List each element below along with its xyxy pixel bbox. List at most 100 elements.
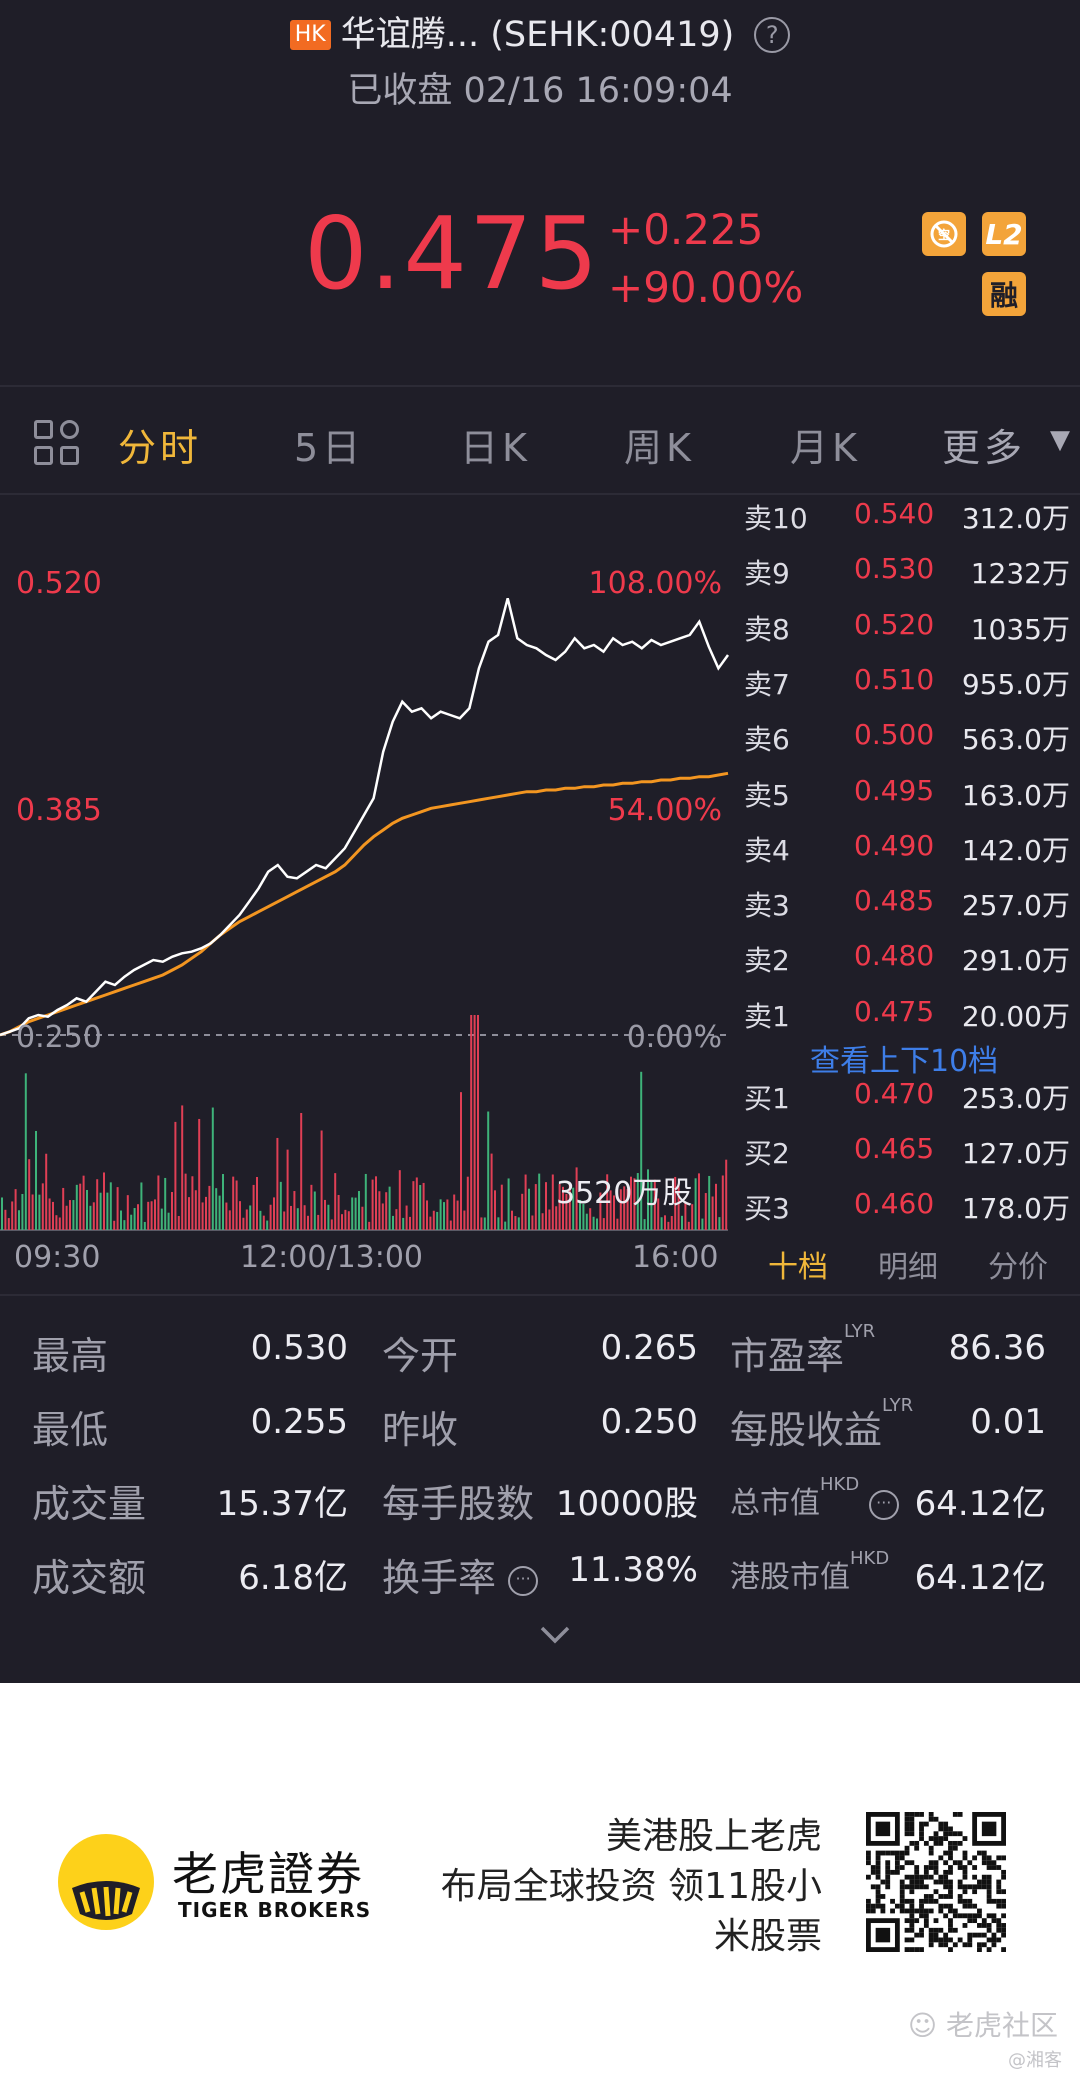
tab-intraday[interactable]: 分时 <box>118 426 203 470</box>
subtab-10-levels[interactable]: 十档 <box>768 1250 828 1285</box>
qr-module <box>972 1889 978 1895</box>
margin-badge[interactable]: 融 <box>982 272 1026 316</box>
volume-bar <box>419 1185 422 1230</box>
volume-bar <box>456 1200 459 1230</box>
qr-module <box>933 1927 939 1933</box>
ask-level-4[interactable]: 卖7 0.510 955.0万 <box>744 663 1080 703</box>
expand-chevron-icon[interactable] <box>538 1624 572 1646</box>
qr-module <box>981 1860 987 1866</box>
qr-module <box>904 1947 910 1952</box>
qr-module <box>986 1879 992 1885</box>
stat-value-low: 0.255 <box>250 1402 348 1442</box>
qr-module <box>866 1874 871 1880</box>
ask-level-6[interactable]: 卖5 0.495 163.0万 <box>744 774 1080 814</box>
tab-more[interactable]: 更多 <box>942 426 1027 470</box>
volume-bar <box>14 1189 17 1230</box>
ask-level-7[interactable]: 卖4 0.490 142.0万 <box>744 829 1080 869</box>
qr-module <box>933 1889 939 1895</box>
volume-bar <box>579 1199 581 1230</box>
qr-module <box>899 1889 905 1895</box>
volume-bar <box>103 1172 105 1230</box>
subtab-detail[interactable]: 明细 <box>878 1250 938 1285</box>
qr-module <box>909 1821 915 1827</box>
qr-module <box>880 1850 886 1856</box>
ask-level-3[interactable]: 卖8 0.520 1035万 <box>744 608 1080 648</box>
help-icon[interactable]: ? <box>754 17 791 53</box>
qr-module <box>875 1884 881 1890</box>
volume-bar <box>483 1217 486 1230</box>
qr-module <box>952 1831 958 1837</box>
qr-module <box>923 1874 929 1880</box>
volume-bar <box>647 1169 649 1230</box>
volume-bar <box>276 1137 279 1230</box>
intraday-chart[interactable] <box>0 495 740 1255</box>
tab-monthly-k[interactable]: 月K <box>790 426 861 470</box>
qr-module <box>919 1947 924 1952</box>
ask-price: 0.485 <box>854 884 935 918</box>
ask-level-2[interactable]: 卖9 0.530 1232万 <box>744 552 1080 592</box>
qr-module <box>962 1874 968 1880</box>
qr-module <box>972 1884 978 1890</box>
qr-module <box>904 1826 910 1832</box>
qr-module <box>919 1903 924 1909</box>
view-10-levels-link[interactable]: 查看上下10档 <box>810 1044 999 1079</box>
ask-level-5[interactable]: 卖6 0.500 563.0万 <box>744 718 1080 758</box>
volume-bar <box>582 1203 585 1230</box>
qr-module <box>919 1884 924 1890</box>
qr-module <box>967 1932 973 1938</box>
ask-level-10[interactable]: 卖1 0.475 20.00万 <box>744 995 1080 1035</box>
qr-module <box>948 1845 953 1851</box>
qr-module <box>957 1840 963 1846</box>
subtab-price-dist[interactable]: 分价 <box>988 1250 1048 1285</box>
info-icon[interactable]: ··· <box>508 1565 539 1596</box>
volume-bar <box>106 1192 109 1230</box>
grid-icon[interactable] <box>34 420 80 466</box>
ad-slogan-line: 米股票 <box>713 1916 822 1957</box>
qr-module <box>938 1937 944 1943</box>
bid-level-1[interactable]: 买1 0.470 253.0万 <box>744 1077 1080 1117</box>
bid-level-3[interactable]: 买3 0.460 178.0万 <box>744 1187 1080 1227</box>
pct-label-base: 0.00% <box>626 1020 722 1055</box>
tab-weekly-k[interactable]: 周K <box>624 426 695 470</box>
volume-bar <box>337 1194 340 1230</box>
volume-bar <box>259 1210 262 1230</box>
ask-level-8[interactable]: 卖3 0.485 257.0万 <box>744 884 1080 924</box>
short-ban-icon[interactable]: 空 <box>922 212 966 256</box>
ask-level-9[interactable]: 卖2 0.480 291.0万 <box>744 939 1080 979</box>
stat-label-lot-size: 每手股数 <box>382 1482 535 1526</box>
volume-bar <box>715 1183 717 1230</box>
info-icon[interactable]: ··· <box>868 1489 899 1520</box>
volume-bar <box>11 1201 14 1230</box>
qr-module <box>899 1879 905 1885</box>
ask-level-1[interactable]: 卖10 0.540 312.0万 <box>744 497 1080 537</box>
qr-module <box>923 1923 929 1928</box>
volume-bar <box>160 1208 163 1230</box>
volume-bar <box>626 1189 629 1230</box>
stock-title[interactable]: 华谊腾... (SEHK:00419) <box>340 15 735 55</box>
qr-module <box>986 1865 992 1870</box>
volume-bar <box>188 1197 190 1230</box>
dropdown-caret-icon[interactable]: ▼ <box>1050 425 1070 455</box>
stat-value-eps: 0.01 <box>970 1402 1046 1442</box>
qr-module <box>933 1816 939 1822</box>
volume-bar <box>432 1210 435 1230</box>
qr-module <box>938 1908 944 1914</box>
qr-module <box>996 1903 1002 1909</box>
qr-module <box>948 1884 953 1890</box>
volume-bar <box>436 1211 439 1230</box>
stat-label-eps-sup: LYR <box>882 1395 914 1416</box>
chart-tabs: 分时 5日 日K 周K 月K 更多 ▼ <box>0 385 1080 495</box>
tab-5day[interactable]: 5日 <box>294 426 365 470</box>
average-price-line <box>0 771 729 1037</box>
volume-bar <box>449 1220 452 1230</box>
tab-daily-k[interactable]: 日K <box>460 426 531 470</box>
volume-bar <box>711 1196 714 1230</box>
qr-module <box>909 1937 915 1943</box>
volume-bar <box>473 1015 476 1230</box>
bid-level-2[interactable]: 买2 0.465 127.0万 <box>744 1132 1080 1172</box>
volume-bar <box>490 1153 493 1230</box>
l2-badge[interactable]: L2 <box>982 212 1026 256</box>
qr-module <box>962 1865 968 1870</box>
volume-bar <box>113 1220 116 1230</box>
qr-module <box>938 1942 944 1948</box>
